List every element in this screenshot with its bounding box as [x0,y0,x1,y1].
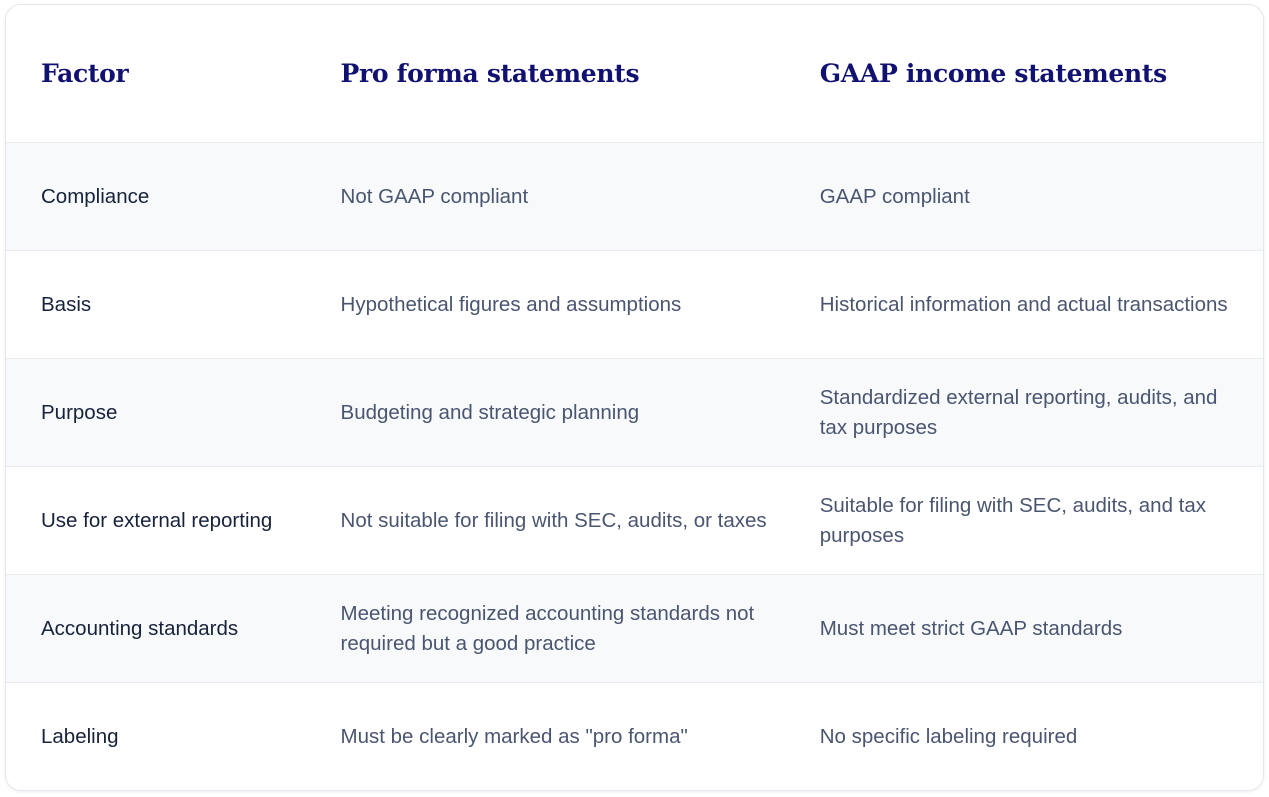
table-row: Labeling Must be clearly marked as "pro … [6,682,1263,790]
column-header-pro-forma: Pro forma statements [340,59,640,88]
factor-cell: Labeling [41,724,119,748]
gaap-cell: Historical information and actual transa… [819,292,1228,316]
factor-cell: Basis [41,292,92,316]
pro-forma-cell: Budgeting and strategic planning [340,400,640,424]
pro-forma-cell: Not suitable for filing with SEC, audits… [340,508,767,532]
column-header-gaap: GAAP income statements [819,59,1167,88]
gaap-cell: GAAP compliant [819,184,970,208]
factor-cell: Use for external reporting [41,508,273,532]
pro-forma-cell: Meeting recognized accounting standards … [340,601,755,655]
factor-cell: Accounting standards [41,616,239,640]
comparison-table: Factor Pro forma statements GAAP income … [5,4,1264,791]
table-row: Basis Hypothetical figures and assumptio… [6,250,1263,358]
pro-forma-cell: Hypothetical figures and assumptions [340,292,682,316]
pro-forma-cell: Not GAAP compliant [340,184,529,208]
gaap-cell: Standardized external reporting, audits,… [819,385,1218,439]
table-row: Accounting standards Meeting recognized … [6,574,1263,682]
column-header-factor: Factor [41,59,129,88]
factor-cell: Purpose [41,400,118,424]
table-row: Use for external reporting Not suitable … [6,466,1263,574]
table-header-row: Factor Pro forma statements GAAP income … [6,5,1263,142]
gaap-cell: No specific labeling required [819,724,1078,748]
gaap-cell: Must meet strict GAAP standards [819,616,1123,640]
table-row: Purpose Budgeting and strategic planning… [6,358,1263,466]
table-row: Compliance Not GAAP compliant GAAP compl… [6,142,1263,250]
pro-forma-cell: Must be clearly marked as "pro forma" [340,724,688,748]
gaap-cell: Suitable for filing with SEC, audits, an… [819,493,1207,547]
factor-cell: Compliance [41,184,150,208]
